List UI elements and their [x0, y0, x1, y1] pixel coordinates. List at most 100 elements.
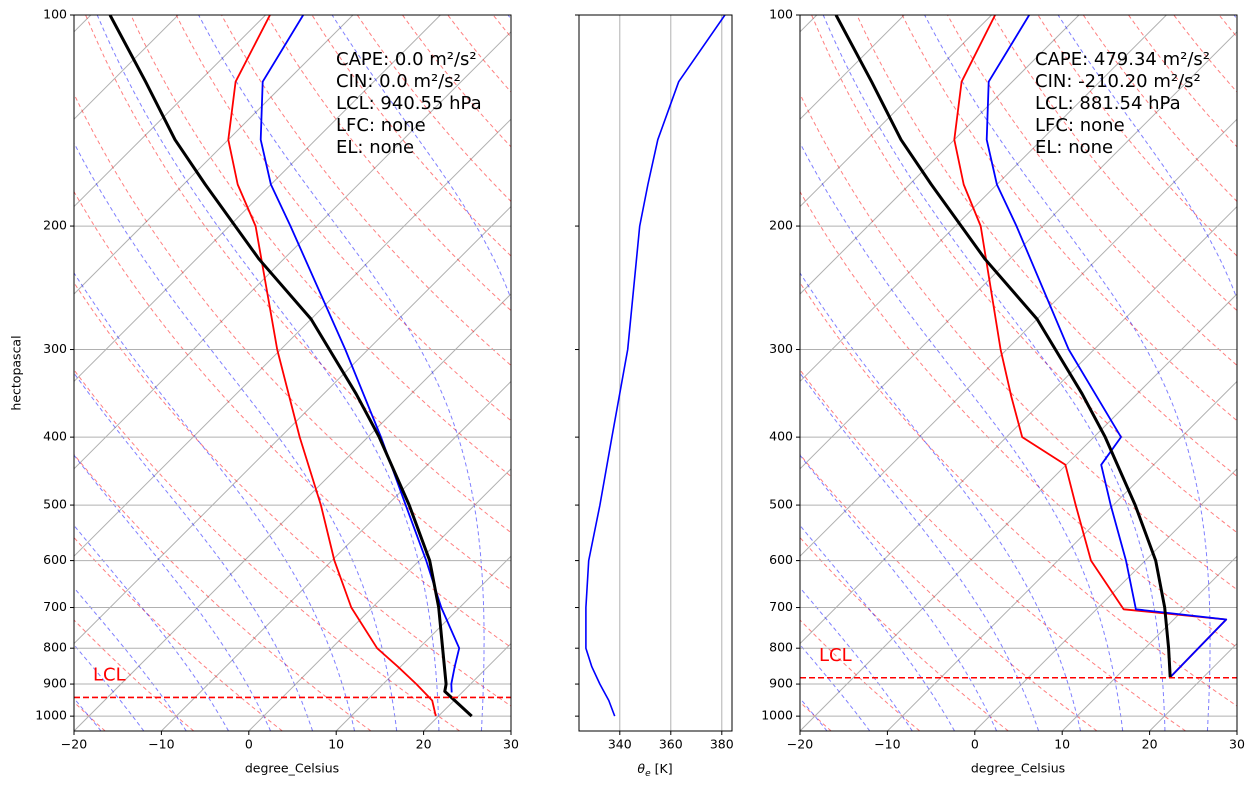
isotherm [74, 15, 266, 208]
isotherm [0, 15, 3, 731]
isotherm [887, 380, 1237, 731]
x-tick-label: 380 [710, 737, 734, 752]
dry-adiabat [175, 15, 511, 422]
dry-adiabat [800, 701, 832, 731]
dry-adiabat [74, 369, 460, 731]
y-tick-label: 400 [769, 429, 793, 444]
y-tick-label: 1000 [35, 708, 67, 723]
axes-frame [578, 14, 733, 732]
annotation: CIN: 0.0 m²/s² [336, 71, 461, 92]
isotherm [800, 31, 1237, 470]
moist-adiabat [433, 15, 784, 731]
dry-adiabat [811, 15, 1237, 534]
dry-adiabat [130, 15, 511, 478]
x-tick-label: 340 [608, 737, 632, 752]
isotherm [423, 642, 511, 731]
profile-line [227, 15, 437, 717]
isotherm [74, 15, 179, 120]
profile-line [953, 15, 1228, 678]
dry-adiabat [447, 15, 511, 93]
y-axis-label: hectopascal [9, 335, 24, 410]
y-tick-label: 800 [43, 640, 67, 655]
axes-frame [73, 14, 512, 732]
moist-adiabat [74, 142, 398, 731]
isotherm [800, 15, 1080, 295]
y-tick-label: 300 [769, 341, 793, 356]
dry-adiabat [800, 281, 1237, 707]
x-tick-label: −20 [787, 737, 813, 752]
moist-adiabat [74, 372, 314, 731]
profile-line [585, 15, 726, 717]
moist-adiabat [800, 644, 871, 731]
dry-adiabat [1128, 15, 1237, 148]
x-axis-label-subscript: e [645, 769, 651, 779]
x-tick-label: 10 [1054, 737, 1070, 752]
dry-adiabat [402, 15, 511, 148]
isotherm [800, 15, 818, 33]
y-tick-label: 100 [43, 7, 67, 22]
moist-adiabat [74, 644, 145, 731]
y-tick-label: 900 [43, 676, 67, 691]
isotherm [800, 293, 1237, 731]
y-tick-label: 600 [769, 552, 793, 567]
moist-adiabat [800, 142, 1124, 731]
isotherm [1061, 555, 1237, 731]
x-tick-label: −10 [874, 737, 900, 752]
isotherm [800, 15, 905, 120]
dry-adiabat [856, 15, 1237, 478]
annotation: LFC: none [1035, 115, 1125, 136]
dry-adiabat [901, 15, 1237, 422]
moist-adiabat [74, 272, 356, 731]
isotherm [335, 555, 511, 731]
dry-adiabat [74, 190, 511, 648]
annotation: CIN: -210.20 m²/s² [1035, 71, 1201, 92]
plot-area [585, 15, 726, 731]
dry-adiabat [266, 15, 511, 312]
annotation: CAPE: 0.0 m²/s² [336, 49, 477, 70]
moist-adiabat [96, 15, 440, 731]
isotherm [74, 31, 511, 470]
x-tick-label: 20 [1142, 737, 1158, 752]
panel: 340 360 380 [575, 14, 734, 752]
moist-adiabat [800, 586, 913, 731]
annotation: CAPE: 479.34 m²/s² [1035, 49, 1210, 70]
x-tick-label: −10 [148, 737, 174, 752]
isotherm [161, 380, 511, 731]
dry-adiabat [800, 190, 1237, 648]
lcl-label: LCL [93, 664, 126, 685]
y-tick-label: 700 [43, 599, 67, 614]
y-tick-label: 200 [43, 218, 67, 233]
moist-adiabat [800, 272, 1082, 731]
isotherm [800, 15, 992, 208]
x-axis-label-symbol: θ [637, 761, 645, 776]
x-axis-label: degree_Celsius [245, 761, 339, 776]
y-tick-label: 900 [769, 676, 793, 691]
dry-adiabat [538, 15, 1255, 731]
moist-adiabat [822, 15, 1166, 731]
dry-adiabat [629, 15, 1255, 731]
y-tick-label: 600 [43, 552, 67, 567]
dry-adiabat [800, 92, 1237, 591]
x-tick-label: −20 [61, 737, 87, 752]
moist-adiabat [507, 15, 511, 21]
dry-adiabat [492, 15, 511, 38]
x-axis-label-unit: [K] [655, 761, 673, 776]
profile-line [985, 15, 1228, 678]
annotation: EL: none [336, 137, 414, 158]
isotherm [974, 468, 1237, 731]
isotherm [800, 15, 1167, 383]
y-tick-label: 1000 [761, 708, 793, 723]
y-tick-label: 800 [769, 640, 793, 655]
dry-adiabat [1173, 15, 1237, 93]
dry-adiabat [800, 619, 921, 731]
moist-adiabat [409, 15, 741, 731]
dry-adiabat [800, 453, 1098, 731]
dry-adiabat [674, 15, 1255, 731]
lcl-label: LCL [819, 645, 852, 666]
dry-adiabat [74, 281, 511, 707]
moist-adiabat [800, 697, 828, 731]
moist-adiabat [800, 524, 955, 731]
